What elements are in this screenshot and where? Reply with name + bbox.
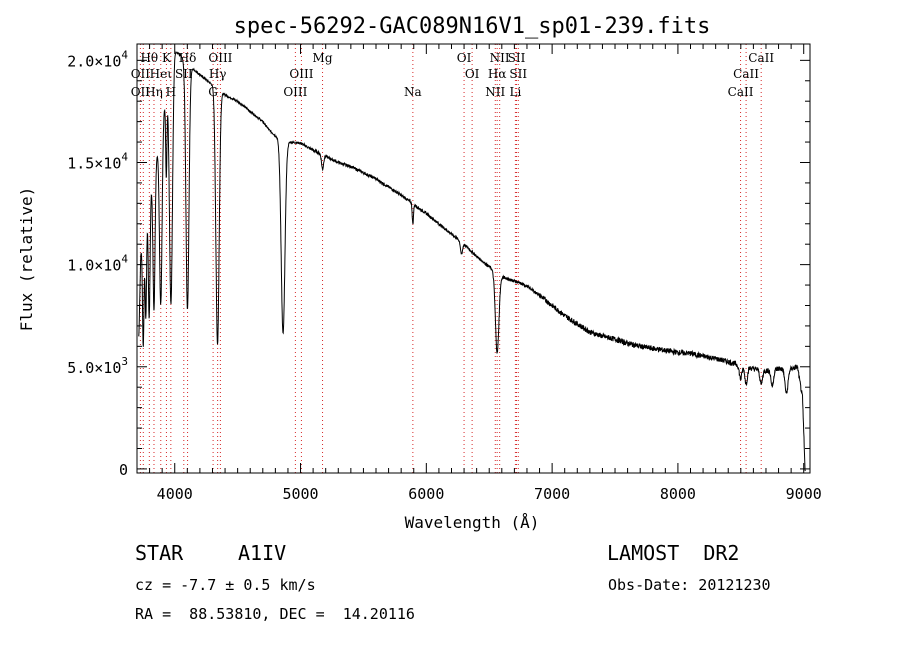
y-axis-ticks: 0 5.0×103 1.0×104 1.5×104 2.0×104 [67,48,810,479]
line-id-label: SII [509,67,527,81]
line-id-label: K [162,51,172,65]
line-id-label: Hγ [209,67,227,81]
line-id-label: NII [485,85,505,99]
x-tick-label: 9000 [786,485,822,503]
y-tick-label: 5.0×103 [67,355,128,377]
x-tick-label: 6000 [408,485,444,503]
line-id-label: OII [131,85,151,99]
object-class: STAR [135,541,184,565]
x-tick-label: 4000 [157,485,193,503]
y-tick-label: 1.5×104 [67,150,128,172]
line-id-label: NII [490,51,510,65]
spectrum-line [138,51,806,472]
line-id-label: OI [465,67,480,81]
x-tick-label: 8000 [660,485,696,503]
line-id-label: OIII [283,85,307,99]
x-tick-label: 7000 [534,485,570,503]
line-id-label: OII [131,67,151,81]
chart-title: spec-56292-GAC089N16V1_sp01-239.fits [234,14,711,39]
x-tick-label: 5000 [282,485,318,503]
line-id-label: Hθ [140,51,158,65]
line-marker-group [139,44,762,473]
line-id-label: Heι [150,67,173,81]
coordinates: RA = 88.53810, DEC = 14.20116 [135,605,415,623]
line-id-label: SII [508,51,526,65]
y-tick-label: 2.0×104 [67,48,128,70]
line-id-label: Hα [488,67,507,81]
line-id-label: Mg [313,51,333,65]
line-id-label: OIII [289,67,313,81]
redshift-text: cz = -7.7 ± 0.5 km/s [135,576,316,594]
y-tick-label: 0 [119,461,128,479]
line-id-label: Hη [145,85,163,99]
line-id-label: OIII [208,51,232,65]
object-subclass: A1IV [238,541,287,565]
plot-frame [136,43,811,474]
y-tick-label: 1.0×104 [67,253,128,275]
x-axis-ticks: 4000 5000 6000 7000 8000 9000 [149,44,822,503]
x-axis-label: Wavelength (Å) [405,513,540,532]
line-id-label: CaII [748,51,774,65]
line-id-label: H [166,85,176,99]
line-id-label: Li [509,85,521,99]
y-axis-label: Flux (relative) [17,187,36,332]
line-id-label: CaII [733,67,759,81]
line-id-label: Na [404,85,422,99]
obs-date: Obs-Date: 20121230 [608,576,771,594]
line-id-label: Hδ [179,51,197,65]
line-id-label: OI [457,51,472,65]
survey-name: LAMOST DR2 [607,541,740,565]
line-id-label: CaII [728,85,754,99]
